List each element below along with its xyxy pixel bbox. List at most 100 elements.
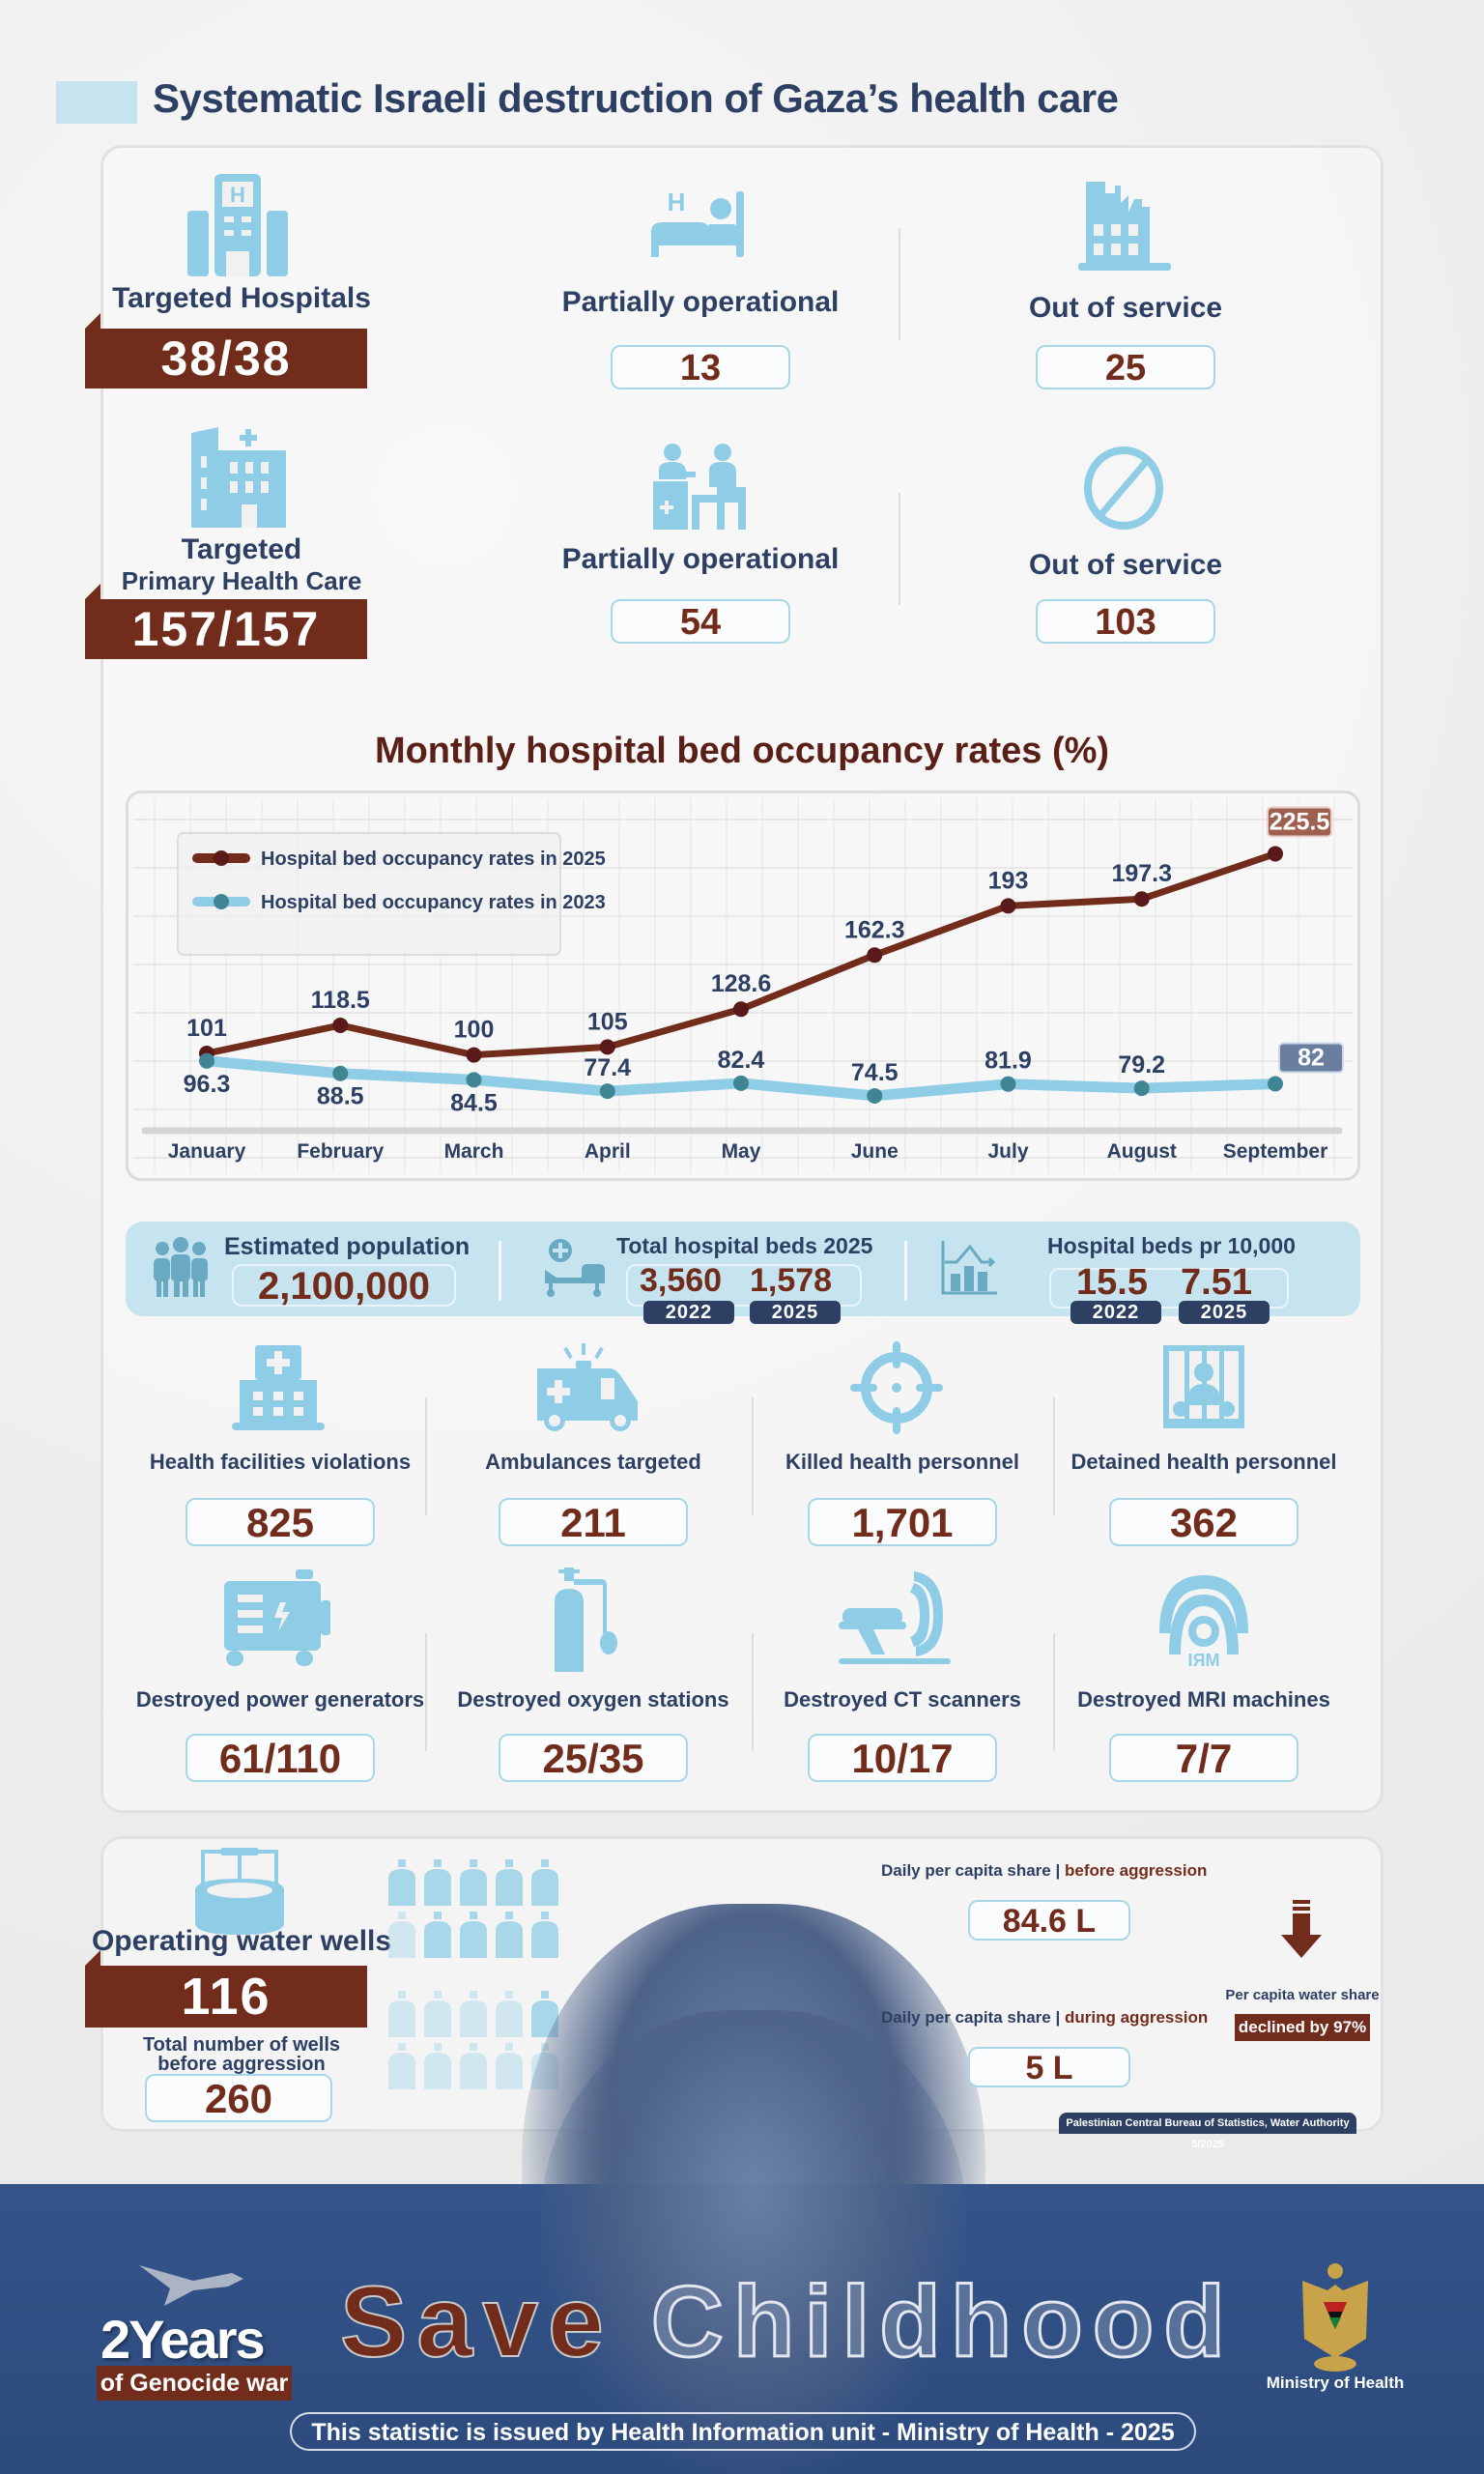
water-jug-icon: [388, 2043, 415, 2089]
hospitals-partial-label: Partially operational: [561, 286, 840, 318]
value-label-2025: 105: [587, 1008, 628, 1035]
beds-2025-value: 1,578: [750, 1262, 833, 1299]
hospital-bed-icon: H: [651, 187, 744, 257]
targeted-primary-label-1: Targeted: [181, 533, 302, 565]
data-point-2023: [1268, 1076, 1283, 1092]
legend-marker: [214, 850, 229, 866]
water-jug-icon: [388, 1859, 415, 1906]
hospital-bed-cross-icon: [545, 1239, 605, 1297]
value-label-2025: 162.3: [844, 916, 905, 943]
water-jug-icon: [531, 1912, 558, 1958]
value-label-2023: 74.5: [851, 1059, 899, 1086]
mother-child-photo-lower: [541, 2010, 966, 2474]
stat-value: 362: [1109, 1498, 1298, 1546]
water-jug-icon: [460, 2043, 487, 2089]
legend-label: Hospital bed occupancy rates in 2025: [261, 849, 606, 870]
per10k-2022-value: 15.5: [1076, 1262, 1148, 1303]
divider: [1053, 1397, 1055, 1515]
value-label-2025: 128.6: [711, 970, 772, 997]
damaged-building-icon: [1078, 182, 1171, 271]
stat-label: Destroyed CT scanners: [784, 1687, 1021, 1712]
targeted-hospitals-label: Targeted Hospitals: [112, 282, 371, 314]
data-point-2023: [867, 1087, 883, 1104]
value-label-2025: 101: [186, 1015, 227, 1042]
stat-label: Health facilities violations: [149, 1450, 412, 1474]
data-point-2025: [1000, 898, 1016, 914]
water-jug-icon: [496, 2043, 523, 2089]
stat-label: Destroyed MRI machines: [1077, 1687, 1330, 1712]
beds-2022-value: 3,560: [640, 1262, 723, 1299]
hospitals-out-value: 25: [1036, 345, 1215, 389]
value-label-2025: 197.3: [1111, 860, 1172, 887]
hospital-building-icon: H: [187, 174, 288, 276]
before-share-tag: before aggression: [1065, 1861, 1208, 1880]
stat-value: 825: [186, 1498, 375, 1546]
water-jug-icon: [388, 1991, 415, 2037]
data-point-2023: [733, 1075, 749, 1091]
svg-text:H: H: [230, 183, 245, 207]
data-point-2023: [1000, 1076, 1016, 1092]
x-tick-label: April: [585, 1140, 631, 1163]
water-jug-icon: [424, 2043, 451, 2089]
stat-label: Killed health personnel: [785, 1450, 1020, 1474]
stat-value: 211: [499, 1498, 688, 1546]
x-tick-label: May: [722, 1140, 761, 1163]
stat-value: 1,701: [808, 1498, 997, 1546]
hospitals-partial-value: 13: [611, 345, 790, 389]
years-subtitle: of Genocide war: [97, 2366, 292, 2401]
prisoner-icon: [1163, 1345, 1244, 1428]
value-label-2023: 82.4: [718, 1047, 765, 1074]
fighter-jet-icon: [139, 2265, 243, 2306]
value-label-2025: 118.5: [311, 987, 370, 1014]
value-label-2025: 193: [988, 867, 1029, 894]
legend-label: Hospital bed occupancy rates in 2023: [261, 892, 606, 913]
x-tick-label: September: [1223, 1140, 1328, 1163]
data-point-2023: [199, 1052, 214, 1069]
x-tick-label: August: [1107, 1140, 1177, 1163]
slogan-save: Save: [339, 2265, 614, 2379]
data-point-2025: [599, 1039, 615, 1055]
value-label-2023: 77.4: [584, 1054, 631, 1081]
divider: [899, 493, 900, 605]
doctor-consultation-icon: [653, 444, 746, 530]
data-point-2025: [1268, 846, 1283, 862]
divider: [425, 1397, 427, 1515]
divider: [752, 1397, 754, 1515]
water-well-icon: [195, 1848, 284, 1935]
wells-value: 116: [85, 1950, 367, 2028]
x-tick-label: February: [297, 1140, 384, 1163]
issuer-note: This statistic is issued by Health Infor…: [290, 2412, 1196, 2451]
mri-icon: MRI: [1159, 1575, 1248, 1668]
before-share-label: Daily per capita share: [881, 1861, 1051, 1880]
palestine-eagle-emblem-icon: [1302, 2263, 1368, 2372]
hospital-cross-icon: [232, 1345, 325, 1430]
divider: [425, 1633, 427, 1751]
beds-box: [626, 1264, 862, 1307]
stat-value: 7/7: [1109, 1734, 1298, 1782]
legend-box: [177, 832, 561, 956]
legend-marker: [214, 894, 229, 909]
during-share-row: Daily per capita share | during aggressi…: [881, 2008, 1208, 2028]
total-wells-label: Total number of wells before aggression: [97, 2035, 386, 2074]
oxygen-cylinder-icon: [555, 1568, 617, 1672]
water-jug-icon: [496, 1991, 523, 2037]
per10k-box: [1049, 1268, 1289, 1309]
source-note: Palestinian Central Bureau of Statistics…: [1059, 2113, 1356, 2150]
population-value: 2,100,000: [232, 1264, 456, 1307]
year-pill-2022: 2022: [643, 1301, 734, 1324]
bar-chart-trend-icon: [941, 1241, 997, 1295]
page-title: Systematic Israeli destruction of Gaza’s…: [153, 75, 1119, 121]
water-jug-icon: [496, 1912, 523, 1958]
data-point-2025: [867, 947, 883, 964]
stat-value: 10/17: [808, 1734, 997, 1782]
targeted-hospitals-value: 38/38: [85, 313, 367, 388]
generator-icon: [224, 1569, 330, 1666]
divider: [752, 1633, 754, 1751]
data-point-2025: [1133, 891, 1150, 907]
clinic-building-icon: [191, 427, 286, 528]
x-tick-label: March: [444, 1140, 504, 1163]
water-jug-icon: [460, 1859, 487, 1906]
divider: [499, 1241, 501, 1301]
data-point-2025: [733, 1001, 749, 1018]
separator: |: [1055, 2008, 1061, 2027]
